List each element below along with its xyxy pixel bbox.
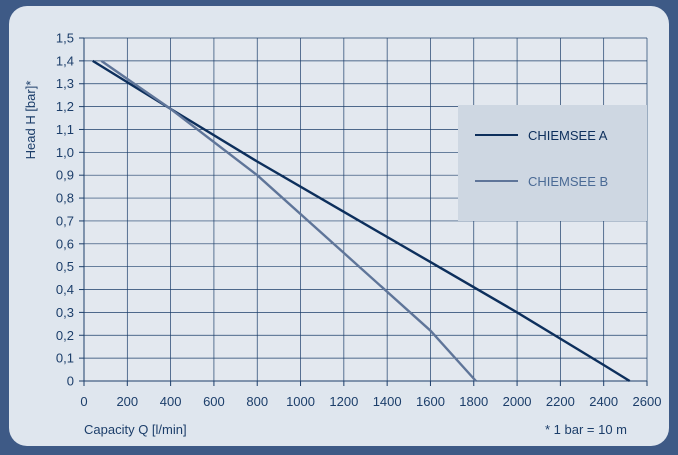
x-tick-label: 1200	[329, 394, 358, 409]
x-tick-label: 2400	[589, 394, 618, 409]
x-tick-label: 2200	[546, 394, 575, 409]
series-line-chiemsee-b	[100, 59, 477, 382]
x-tick-label: 1600	[416, 394, 445, 409]
y-tick-label: 0,5	[56, 259, 74, 274]
y-tick-label: 0,6	[56, 236, 74, 251]
y-tick-label: 0	[67, 374, 74, 389]
x-tick-label: 200	[116, 394, 138, 409]
x-tick-label: 400	[160, 394, 182, 409]
x-tick-label: 1000	[286, 394, 315, 409]
y-tick-label: 0,1	[56, 351, 74, 366]
x-axis-ticks: 0 200 400 600 800 1000 1200 1400 1600 1800 2000 220…	[80, 381, 661, 409]
x-tick-label: 1800	[459, 394, 488, 409]
y-tick-label: 0,7	[56, 213, 74, 228]
y-tick-label: 1,3	[56, 76, 74, 91]
y-axis-ticks: 0 0,1 0,2 0,3 0,4 0,5 0,6 0,7 0,8 0,9 1,0 1,1 1,2 1,3…	[56, 31, 84, 389]
x-tick-label: 2000	[503, 394, 532, 409]
y-tick-label: 0,3	[56, 305, 74, 320]
y-tick-label: 0,9	[56, 168, 74, 183]
y-tick-label: 0,4	[56, 282, 74, 297]
x-tick-label: 800	[246, 394, 268, 409]
x-tick-label: 1400	[373, 394, 402, 409]
x-axis-title: Capacity Q [l/min]	[84, 422, 187, 437]
y-axis-title: Head H [bar]*	[23, 81, 38, 160]
legend-box	[458, 105, 647, 221]
y-tick-label: 1,0	[56, 145, 74, 160]
y-tick-label: 0,2	[56, 328, 74, 343]
legend-label-chiemsee-a: CHIEMSEE A	[528, 128, 608, 143]
x-tick-label: 600	[203, 394, 225, 409]
series-line-chiemsee-a	[92, 59, 631, 383]
x-tick-label: 2600	[633, 394, 662, 409]
y-tick-label: 1,1	[56, 122, 74, 137]
y-tick-label: 1,2	[56, 99, 74, 114]
y-tick-label: 1,4	[56, 53, 74, 68]
legend-label-chiemsee-b: CHIEMSEE B	[528, 174, 608, 189]
y-tick-label: 0,8	[56, 191, 74, 206]
x-tick-label: 0	[80, 394, 87, 409]
y-tick-label: 1,5	[56, 31, 74, 46]
series-lines	[92, 59, 631, 383]
footnote: * 1 bar = 10 m	[545, 422, 627, 437]
